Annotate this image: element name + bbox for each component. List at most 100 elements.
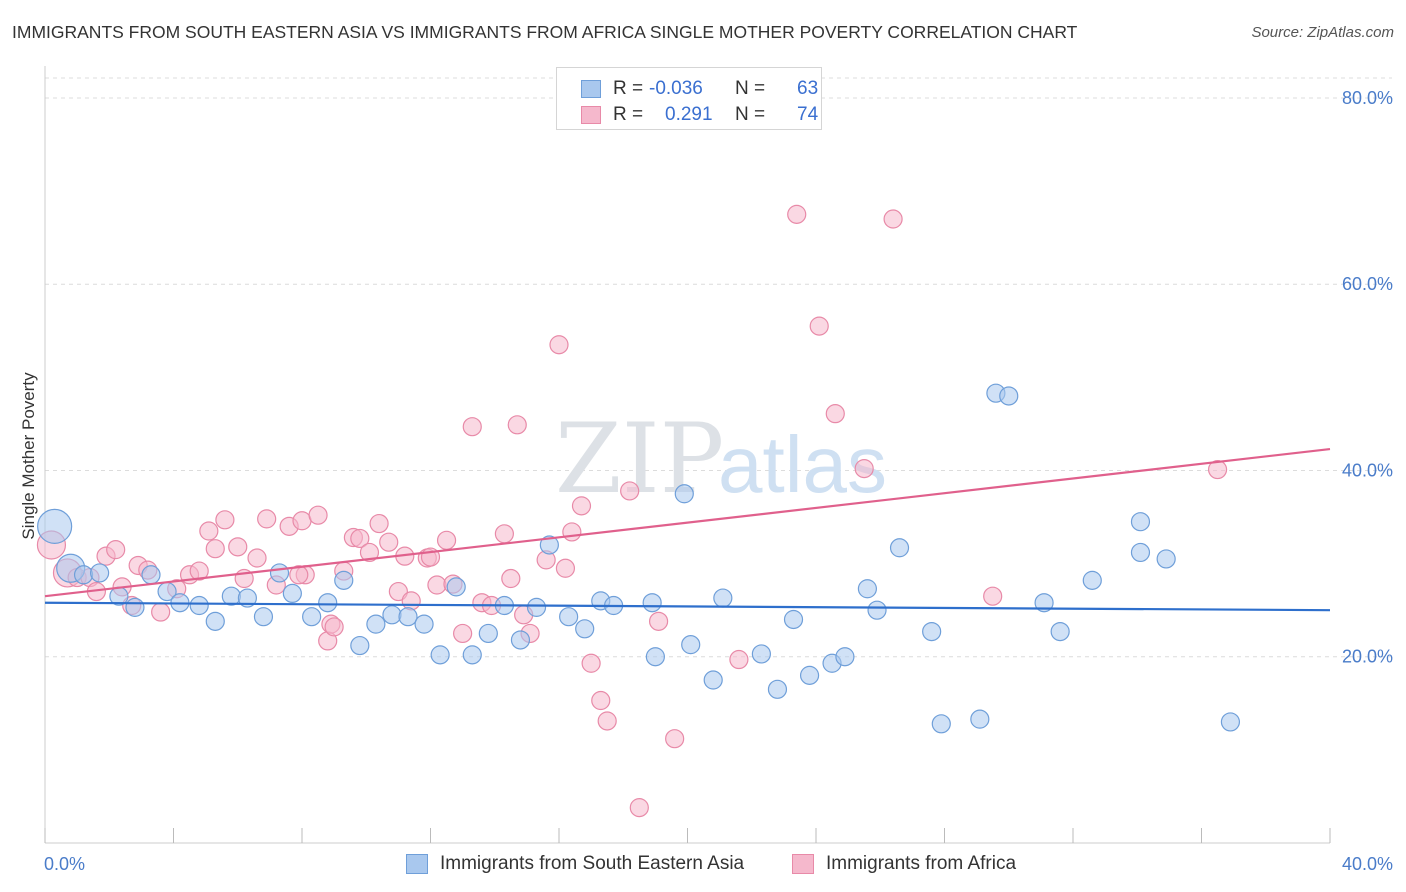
legend: R = -0.036 N = 63 R = 0.291 N = 74 — [556, 67, 822, 130]
point-southeast-asia — [282, 583, 302, 604]
point-southeast-asia — [783, 609, 804, 630]
legend-r-value: 0.291 — [665, 104, 713, 125]
point-southeast-asia — [674, 484, 694, 504]
point-southeast-asia — [446, 577, 466, 597]
point-southeast-asia — [1050, 621, 1070, 642]
bottom-legend: Immigrants from South Eastern Asia Immig… — [0, 852, 1406, 878]
legend-n-label: N = — [735, 78, 766, 99]
point-southeast-asia — [1220, 712, 1241, 732]
chart-title: IMMIGRANTS FROM SOUTH EASTERN ASIA VS IM… — [12, 22, 1078, 42]
point-southeast-asia — [642, 593, 662, 613]
source-label: Source: ZipAtlas.com — [1251, 24, 1394, 41]
point-southeast-asia — [510, 630, 531, 650]
point-africa — [228, 537, 248, 557]
point-africa — [854, 459, 874, 479]
point-southeast-asia — [269, 563, 290, 583]
points-series-africa — [36, 204, 1228, 818]
point-southeast-asia — [867, 600, 887, 620]
point-southeast-asia — [414, 614, 434, 634]
bottom-legend-label-africa: Immigrants from Africa — [826, 853, 1017, 874]
point-southeast-asia — [1130, 542, 1151, 563]
point-africa — [427, 575, 447, 595]
point-africa — [257, 509, 277, 529]
point-southeast-asia — [645, 647, 665, 667]
point-africa — [215, 510, 235, 530]
point-southeast-asia — [703, 670, 723, 690]
point-africa — [825, 404, 845, 424]
point-africa — [1207, 459, 1228, 480]
point-southeast-asia — [90, 563, 110, 583]
point-africa — [620, 481, 640, 501]
legend-r-value: -0.036 — [649, 78, 703, 99]
legend-n-value: 63 — [797, 78, 819, 99]
bottom-legend-label-southeast-asia: Immigrants from South Eastern Asia — [440, 853, 745, 874]
point-southeast-asia — [1130, 512, 1151, 532]
point-africa — [205, 539, 225, 559]
point-southeast-asia — [559, 607, 579, 627]
legend-r-label: R = — [613, 78, 644, 99]
point-africa — [151, 602, 171, 622]
bottom-legend-swatch-southeast-asia — [406, 854, 428, 874]
point-africa — [591, 690, 611, 711]
point-africa — [436, 530, 457, 550]
point-africa — [247, 548, 267, 568]
legend-swatch-africa — [581, 106, 601, 124]
trend-line-africa — [44, 447, 1331, 598]
trend-line-southeast-asia — [44, 601, 1331, 612]
point-southeast-asia — [681, 635, 701, 655]
point-southeast-asia — [462, 645, 482, 665]
y-tick-label: 20.0% — [1342, 647, 1393, 667]
point-africa — [883, 209, 903, 229]
point-africa — [106, 540, 126, 560]
point-africa — [597, 711, 617, 731]
point-africa — [369, 513, 389, 534]
y-tick-labels: 20.0% 40.0% 60.0% 80.0% — [1342, 88, 1393, 667]
point-africa — [388, 581, 408, 602]
point-southeast-asia — [713, 588, 733, 608]
point-southeast-asia — [1156, 549, 1176, 569]
point-africa — [289, 565, 309, 585]
point-southeast-asia — [382, 605, 402, 625]
point-southeast-asia — [539, 535, 559, 555]
legend-swatch-southeast-asia — [581, 80, 601, 98]
point-africa — [629, 798, 649, 818]
point-southeast-asia — [398, 607, 418, 627]
point-southeast-asia — [318, 593, 338, 613]
point-africa — [359, 542, 380, 563]
point-southeast-asia — [931, 714, 951, 734]
y-tick-label: 80.0% — [1342, 88, 1393, 108]
legend-n-label: N = — [735, 104, 766, 125]
point-southeast-asia — [125, 597, 145, 617]
watermark-zip: ZIP — [555, 403, 724, 515]
point-southeast-asia — [366, 614, 386, 634]
y-axis-label: Single Mother Poverty — [19, 372, 38, 540]
point-africa — [555, 558, 576, 578]
legend-r-label: R = — [613, 104, 644, 125]
point-africa — [350, 528, 370, 549]
point-africa — [787, 204, 807, 224]
point-africa — [729, 649, 749, 670]
point-africa — [549, 335, 569, 355]
point-southeast-asia — [889, 538, 910, 558]
point-southeast-asia — [253, 607, 274, 627]
point-africa — [199, 521, 219, 541]
point-southeast-asia — [430, 645, 450, 665]
point-southeast-asia — [835, 647, 855, 667]
point-africa — [379, 532, 399, 552]
point-africa — [665, 729, 685, 749]
point-southeast-asia — [575, 619, 595, 639]
point-africa — [571, 496, 592, 516]
point-africa — [401, 591, 421, 611]
x-tick-labels: 0.0% 40.0% — [44, 854, 1393, 874]
point-southeast-asia — [751, 644, 771, 664]
point-southeast-asia — [37, 508, 73, 544]
point-southeast-asia — [922, 621, 942, 642]
point-southeast-asia — [189, 595, 209, 616]
point-southeast-asia — [221, 586, 241, 606]
point-africa — [983, 586, 1003, 606]
point-southeast-asia — [141, 565, 161, 585]
axes — [44, 66, 1331, 844]
point-southeast-asia — [1034, 593, 1054, 613]
point-africa — [494, 524, 514, 544]
point-africa — [648, 611, 669, 631]
